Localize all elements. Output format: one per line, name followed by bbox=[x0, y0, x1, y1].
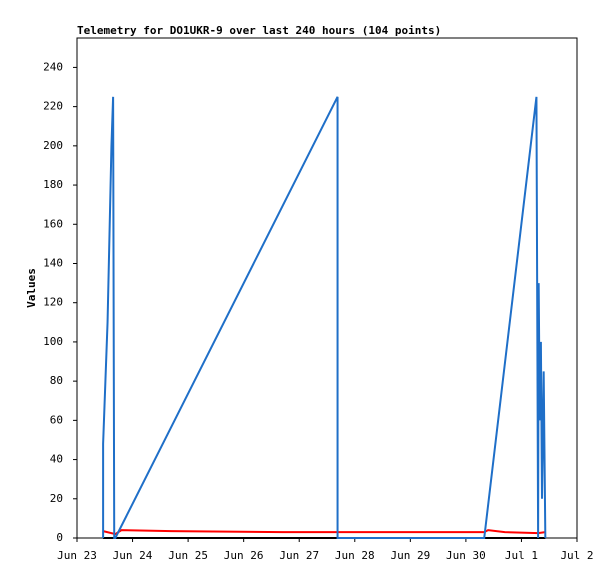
x-tick-label: Jun 26 bbox=[224, 549, 264, 562]
y-tick-label: 40 bbox=[50, 453, 63, 466]
x-tick-label: Jun 30 bbox=[446, 549, 486, 562]
y-tick-label: 0 bbox=[56, 531, 63, 544]
x-tick-label: Jun 27 bbox=[279, 549, 319, 562]
y-tick-label: 60 bbox=[50, 413, 63, 426]
series-line bbox=[102, 96, 547, 539]
y-tick-label: 180 bbox=[43, 178, 63, 191]
y-tick-label: 20 bbox=[50, 492, 63, 505]
x-tick-label: Jun 29 bbox=[390, 549, 430, 562]
chart-title: Telemetry for DO1UKR-9 over last 240 hou… bbox=[77, 24, 441, 37]
y-tick-label: 140 bbox=[43, 256, 63, 269]
y-axis-label: Values bbox=[25, 268, 38, 308]
y-tick-label: 200 bbox=[43, 139, 63, 152]
x-tick-label: Jul 2 bbox=[560, 549, 593, 562]
y-tick-label: 160 bbox=[43, 217, 63, 230]
y-tick-label: 240 bbox=[43, 60, 63, 73]
y-tick-label: 120 bbox=[43, 296, 63, 309]
y-tick-label: 100 bbox=[43, 335, 63, 348]
x-tick-label: Jun 28 bbox=[335, 549, 375, 562]
x-tick-label: Jun 24 bbox=[113, 549, 153, 562]
x-tick-label: Jun 25 bbox=[168, 549, 208, 562]
series-line bbox=[102, 529, 546, 536]
y-tick-label: 220 bbox=[43, 100, 63, 113]
y-tick-label: 80 bbox=[50, 374, 63, 387]
x-tick-label: Jun 23 bbox=[57, 549, 97, 562]
x-tick-label: Jul 1 bbox=[505, 549, 538, 562]
